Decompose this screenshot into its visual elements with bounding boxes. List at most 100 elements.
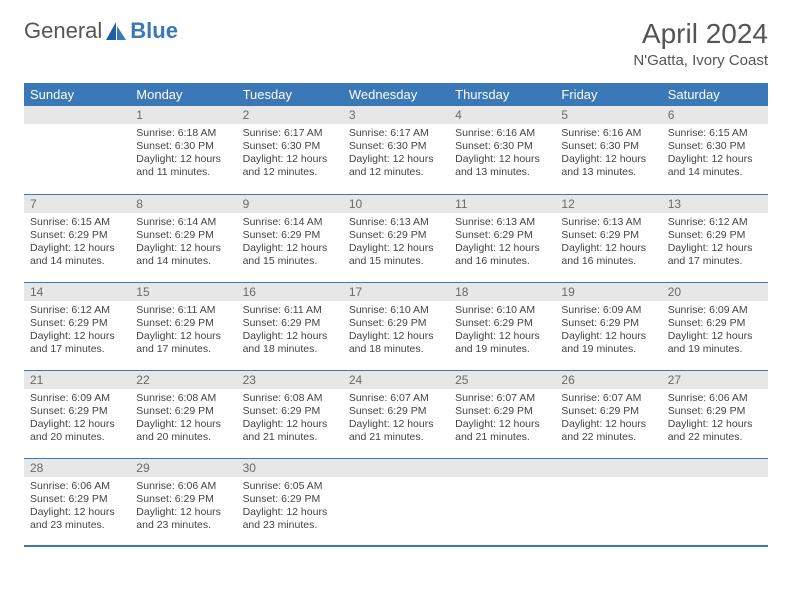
day-details: Sunrise: 6:17 AMSunset: 6:30 PMDaylight:… [237, 124, 343, 185]
day-details: Sunrise: 6:14 AMSunset: 6:29 PMDaylight:… [130, 213, 236, 274]
day-details: Sunrise: 6:06 AMSunset: 6:29 PMDaylight:… [662, 389, 768, 450]
day-details: Sunrise: 6:07 AMSunset: 6:29 PMDaylight:… [449, 389, 555, 450]
day-number [343, 459, 449, 477]
day-number: 13 [662, 195, 768, 213]
day-cell [343, 458, 449, 546]
day-number: 18 [449, 283, 555, 301]
day-cell: 10Sunrise: 6:13 AMSunset: 6:29 PMDayligh… [343, 194, 449, 282]
day-cell [24, 106, 130, 194]
dayhead-sun: Sunday [24, 83, 130, 106]
day-cell: 27Sunrise: 6:06 AMSunset: 6:29 PMDayligh… [662, 370, 768, 458]
dayhead-fri: Friday [555, 83, 661, 106]
brand-part2: Blue [130, 18, 178, 43]
day-details: Sunrise: 6:16 AMSunset: 6:30 PMDaylight:… [449, 124, 555, 185]
day-cell: 30Sunrise: 6:05 AMSunset: 6:29 PMDayligh… [237, 458, 343, 546]
day-cell: 25Sunrise: 6:07 AMSunset: 6:29 PMDayligh… [449, 370, 555, 458]
day-cell: 26Sunrise: 6:07 AMSunset: 6:29 PMDayligh… [555, 370, 661, 458]
day-number: 1 [130, 106, 236, 124]
day-cell: 23Sunrise: 6:08 AMSunset: 6:29 PMDayligh… [237, 370, 343, 458]
day-cell: 2Sunrise: 6:17 AMSunset: 6:30 PMDaylight… [237, 106, 343, 194]
day-details: Sunrise: 6:10 AMSunset: 6:29 PMDaylight:… [343, 301, 449, 362]
day-details: Sunrise: 6:05 AMSunset: 6:29 PMDaylight:… [237, 477, 343, 538]
day-details: Sunrise: 6:13 AMSunset: 6:29 PMDaylight:… [449, 213, 555, 274]
day-number: 8 [130, 195, 236, 213]
day-number: 15 [130, 283, 236, 301]
day-number [555, 459, 661, 477]
day-details: Sunrise: 6:08 AMSunset: 6:29 PMDaylight:… [237, 389, 343, 450]
day-cell: 11Sunrise: 6:13 AMSunset: 6:29 PMDayligh… [449, 194, 555, 282]
day-details: Sunrise: 6:17 AMSunset: 6:30 PMDaylight:… [343, 124, 449, 185]
day-cell: 14Sunrise: 6:12 AMSunset: 6:29 PMDayligh… [24, 282, 130, 370]
day-number: 28 [24, 459, 130, 477]
week-row: 14Sunrise: 6:12 AMSunset: 6:29 PMDayligh… [24, 282, 768, 370]
day-number: 30 [237, 459, 343, 477]
header-bar: General Blue April 2024 N'Gatta, Ivory C… [24, 18, 768, 69]
day-cell: 8Sunrise: 6:14 AMSunset: 6:29 PMDaylight… [130, 194, 236, 282]
day-details: Sunrise: 6:16 AMSunset: 6:30 PMDaylight:… [555, 124, 661, 185]
day-details: Sunrise: 6:08 AMSunset: 6:29 PMDaylight:… [130, 389, 236, 450]
day-details: Sunrise: 6:09 AMSunset: 6:29 PMDaylight:… [24, 389, 130, 450]
day-cell: 21Sunrise: 6:09 AMSunset: 6:29 PMDayligh… [24, 370, 130, 458]
day-number: 21 [24, 371, 130, 389]
month-title: April 2024 [633, 18, 768, 50]
day-details: Sunrise: 6:09 AMSunset: 6:29 PMDaylight:… [555, 301, 661, 362]
day-number: 14 [24, 283, 130, 301]
day-cell: 6Sunrise: 6:15 AMSunset: 6:30 PMDaylight… [662, 106, 768, 194]
day-number: 22 [130, 371, 236, 389]
day-number: 23 [237, 371, 343, 389]
day-number: 26 [555, 371, 661, 389]
day-details: Sunrise: 6:15 AMSunset: 6:30 PMDaylight:… [662, 124, 768, 185]
brand-logo: General Blue [24, 18, 178, 44]
day-number: 4 [449, 106, 555, 124]
day-cell [662, 458, 768, 546]
dayhead-sat: Saturday [662, 83, 768, 106]
day-number [449, 459, 555, 477]
day-number: 17 [343, 283, 449, 301]
day-cell: 4Sunrise: 6:16 AMSunset: 6:30 PMDaylight… [449, 106, 555, 194]
day-details: Sunrise: 6:06 AMSunset: 6:29 PMDaylight:… [130, 477, 236, 538]
day-cell [555, 458, 661, 546]
day-cell: 29Sunrise: 6:06 AMSunset: 6:29 PMDayligh… [130, 458, 236, 546]
day-number: 29 [130, 459, 236, 477]
day-details: Sunrise: 6:14 AMSunset: 6:29 PMDaylight:… [237, 213, 343, 274]
day-cell: 1Sunrise: 6:18 AMSunset: 6:30 PMDaylight… [130, 106, 236, 194]
day-number: 25 [449, 371, 555, 389]
day-cell [449, 458, 555, 546]
day-number: 27 [662, 371, 768, 389]
day-cell: 18Sunrise: 6:10 AMSunset: 6:29 PMDayligh… [449, 282, 555, 370]
day-number: 2 [237, 106, 343, 124]
day-number: 19 [555, 283, 661, 301]
day-cell: 17Sunrise: 6:10 AMSunset: 6:29 PMDayligh… [343, 282, 449, 370]
day-cell: 24Sunrise: 6:07 AMSunset: 6:29 PMDayligh… [343, 370, 449, 458]
day-details: Sunrise: 6:13 AMSunset: 6:29 PMDaylight:… [555, 213, 661, 274]
brand-text2: Blue [130, 18, 178, 44]
day-cell: 15Sunrise: 6:11 AMSunset: 6:29 PMDayligh… [130, 282, 236, 370]
calendar-table: Sunday Monday Tuesday Wednesday Thursday… [24, 83, 768, 547]
day-number: 10 [343, 195, 449, 213]
day-cell: 19Sunrise: 6:09 AMSunset: 6:29 PMDayligh… [555, 282, 661, 370]
day-details: Sunrise: 6:12 AMSunset: 6:29 PMDaylight:… [662, 213, 768, 274]
day-cell: 7Sunrise: 6:15 AMSunset: 6:29 PMDaylight… [24, 194, 130, 282]
day-number: 9 [237, 195, 343, 213]
day-number: 20 [662, 283, 768, 301]
day-details: Sunrise: 6:11 AMSunset: 6:29 PMDaylight:… [130, 301, 236, 362]
day-number: 12 [555, 195, 661, 213]
brand-part1: General [24, 18, 102, 43]
day-details: Sunrise: 6:09 AMSunset: 6:29 PMDaylight:… [662, 301, 768, 362]
day-number [24, 106, 130, 124]
day-cell: 16Sunrise: 6:11 AMSunset: 6:29 PMDayligh… [237, 282, 343, 370]
day-cell: 12Sunrise: 6:13 AMSunset: 6:29 PMDayligh… [555, 194, 661, 282]
day-number: 7 [24, 195, 130, 213]
day-cell: 20Sunrise: 6:09 AMSunset: 6:29 PMDayligh… [662, 282, 768, 370]
day-cell: 5Sunrise: 6:16 AMSunset: 6:30 PMDaylight… [555, 106, 661, 194]
day-cell: 28Sunrise: 6:06 AMSunset: 6:29 PMDayligh… [24, 458, 130, 546]
day-details: Sunrise: 6:12 AMSunset: 6:29 PMDaylight:… [24, 301, 130, 362]
week-row: 28Sunrise: 6:06 AMSunset: 6:29 PMDayligh… [24, 458, 768, 546]
dayhead-thu: Thursday [449, 83, 555, 106]
day-number: 3 [343, 106, 449, 124]
day-details: Sunrise: 6:07 AMSunset: 6:29 PMDaylight:… [555, 389, 661, 450]
week-row: 21Sunrise: 6:09 AMSunset: 6:29 PMDayligh… [24, 370, 768, 458]
week-row: 1Sunrise: 6:18 AMSunset: 6:30 PMDaylight… [24, 106, 768, 194]
day-details: Sunrise: 6:18 AMSunset: 6:30 PMDaylight:… [130, 124, 236, 185]
sail-icon [106, 22, 126, 40]
